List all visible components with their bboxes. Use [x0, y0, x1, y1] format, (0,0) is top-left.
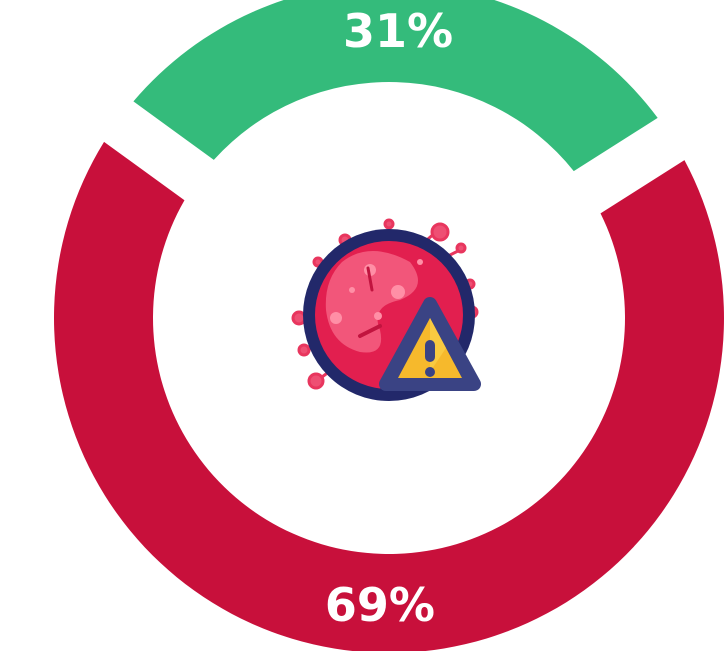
donut-slices — [54, 0, 724, 651]
donut-slice-69 — [54, 141, 724, 651]
donut-slice-31 — [133, 0, 658, 172]
slice-label-31: 31% — [343, 4, 453, 58]
slice-labels: 31% 69% — [325, 4, 453, 632]
slice-label-69: 69% — [325, 578, 435, 632]
virus-warning-icon — [291, 218, 481, 401]
